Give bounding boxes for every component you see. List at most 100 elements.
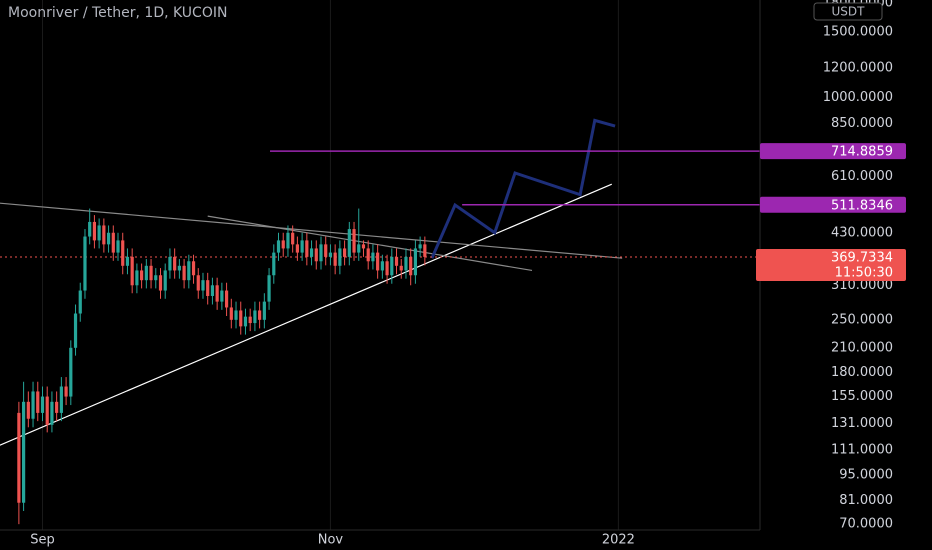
y-tick-label: 95.0000 (839, 468, 893, 483)
candle-body (182, 265, 186, 281)
trend-drawing (0, 202, 623, 259)
candle-body (243, 316, 248, 327)
y-tick-label: 180.0000 (831, 365, 893, 380)
candle-body (97, 225, 101, 241)
candle-body (59, 386, 63, 413)
candle-body (73, 313, 78, 348)
candle-body (168, 256, 172, 271)
candle-body (106, 232, 111, 245)
candle-body (291, 232, 295, 245)
candle-body (286, 232, 290, 249)
currency-label[interactable]: USDT (832, 5, 866, 19)
y-tick-label: 111.0000 (831, 443, 893, 458)
candle-body (342, 248, 347, 257)
currency-button[interactable] (813, 2, 883, 21)
candle-body (404, 256, 408, 271)
candle-body (258, 310, 262, 320)
y-tick-label: 81.0000 (839, 493, 893, 508)
candle-body (83, 236, 87, 291)
candle-body (239, 310, 243, 327)
candle-body (40, 396, 45, 413)
candle-body (177, 265, 181, 271)
candle-body (31, 391, 35, 419)
candle-body (135, 270, 139, 286)
candle-body (324, 244, 328, 257)
candle-body (45, 396, 49, 425)
candle-body (50, 401, 54, 425)
candle-body (215, 285, 219, 302)
candle-body (229, 307, 233, 320)
candle-body (385, 261, 389, 276)
candle-body (413, 248, 418, 276)
candle-body (102, 225, 106, 245)
candle-body (376, 252, 380, 271)
y-tick-label: 310.0000 (831, 278, 893, 293)
candle-body (187, 261, 191, 281)
y-tick-label: 1500.0000 (823, 25, 893, 40)
last-price-tag (756, 248, 906, 281)
x-tick-label: Sep (30, 533, 55, 548)
candles (17, 208, 427, 525)
candle-body (390, 256, 394, 276)
y-tick-label: 1200.0000 (823, 61, 893, 76)
candle-body (276, 240, 281, 253)
candle-body (64, 386, 68, 397)
candle-body (88, 221, 92, 237)
candle-body (69, 347, 73, 397)
candle-body (140, 270, 144, 281)
candle-body (22, 401, 26, 503)
candle-body (17, 412, 21, 503)
candle-body (210, 285, 215, 296)
candle-body (130, 256, 134, 286)
candle-body (111, 232, 115, 253)
candle-body (309, 248, 314, 257)
candle-body (423, 244, 427, 257)
candle-body (196, 275, 200, 291)
x-tick-label: 2022 (602, 533, 635, 548)
trend-drawing (430, 118, 616, 259)
candle-body (272, 252, 276, 276)
y-tick-label: 131.0000 (831, 416, 893, 431)
candle-body (300, 240, 304, 253)
level-tag (760, 196, 906, 213)
candle-body (347, 229, 351, 257)
candle-body (262, 301, 266, 320)
candle-body (154, 275, 158, 281)
candle-body (328, 252, 333, 257)
y-tick-label: 155.0000 (831, 389, 893, 404)
candle-body (158, 275, 163, 291)
candle-body (253, 310, 257, 324)
trend-drawing (207, 215, 533, 272)
candle-body (333, 252, 337, 266)
candle-body (380, 261, 384, 271)
candle-body (352, 229, 356, 253)
candle-body (144, 265, 148, 281)
candle-body (125, 256, 130, 266)
candle-body (116, 240, 120, 253)
y-tick-label: 850.0000 (831, 116, 893, 131)
candle-body (173, 256, 177, 271)
candle-body (267, 275, 271, 302)
candle-body (220, 290, 224, 302)
candle-body (92, 221, 97, 241)
y-tick-label: 1000.0000 (823, 90, 893, 105)
candle-body (191, 261, 196, 276)
candle-body (394, 256, 399, 266)
candle-body (149, 265, 153, 281)
axes: 70.0000 81.0000 95.0000 111.0000 131.0000 155… (30, 0, 906, 548)
y-tick-label: 430.0000 (831, 225, 893, 240)
x-tick-label: Nov (318, 533, 344, 548)
candle-body (78, 290, 82, 314)
level-label: 511.8346 (831, 198, 893, 213)
candle-body (26, 401, 30, 419)
countdown-label: 11:50:30 (835, 265, 893, 280)
level-label: 714.8859 (831, 145, 893, 160)
candle-body (305, 240, 309, 257)
candle-body (361, 244, 366, 249)
candle-body (248, 316, 252, 324)
candle-body (121, 240, 125, 266)
candle-body (371, 252, 375, 262)
candle-body (295, 244, 299, 253)
chart-title: Moonriver / Tether, 1D, KUCOIN (8, 5, 227, 21)
